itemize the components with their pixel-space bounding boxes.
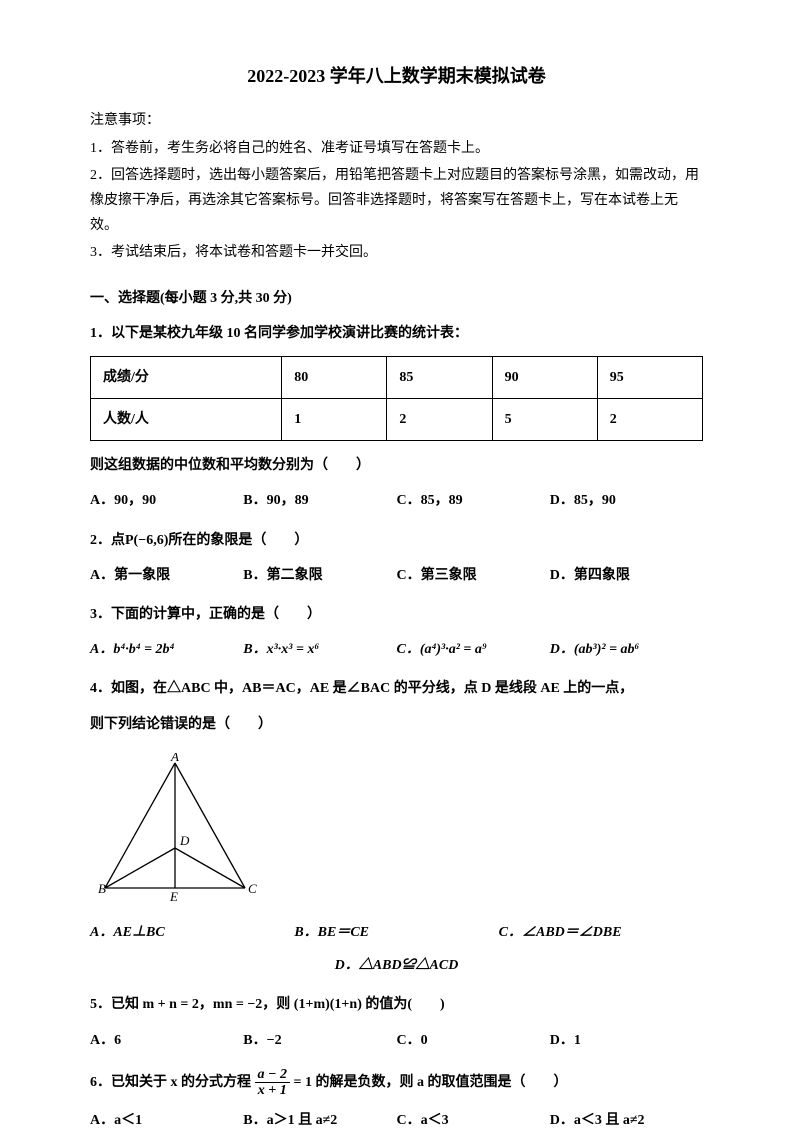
- choice-a: A．a＜1: [90, 1108, 243, 1133]
- choice-a: A．6: [90, 1028, 243, 1053]
- choice-b: B．a＞1 且 a≠2: [243, 1108, 396, 1133]
- triangle-diagram: A B C D E: [90, 753, 260, 903]
- cell: 成绩/分: [91, 356, 282, 398]
- q1-choices: A．90，90 B．90，89 C．85，89 D．85，90: [90, 488, 703, 513]
- q4-choices-row1: A．AE⊥BC B．BE＝CE C．∠ABD＝∠DBE: [90, 920, 703, 945]
- choice-b: B．x³·x³ = x⁶: [243, 637, 396, 662]
- notice-item-3: 3．考试结束后，将本试卷和答题卡一并交回。: [90, 240, 703, 265]
- choice-c: C．(a⁴)³·a² = a⁹: [397, 637, 550, 662]
- cell: 1: [282, 399, 387, 441]
- cell: 2: [597, 399, 702, 441]
- choice-b: B．−2: [243, 1028, 396, 1053]
- q6-pre: 6．已知关于 x 的分式方程: [90, 1075, 255, 1090]
- tri-label-d: D: [179, 833, 190, 848]
- table-row: 成绩/分 80 85 90 95: [91, 356, 703, 398]
- cell: 80: [282, 356, 387, 398]
- choice-a: A．AE⊥BC: [90, 920, 294, 945]
- choice-c: C．85，89: [397, 488, 550, 513]
- choice-b: B．第二象限: [243, 563, 396, 588]
- notice-header: 注意事项：: [90, 108, 703, 133]
- choice-d: D．1: [550, 1028, 703, 1053]
- notice-item-2: 2．回答选择题时，选出每小题答案后，用铅笔把答题卡上对应题目的答案标号涂黑，如需…: [90, 163, 703, 239]
- q2-choices: A．第一象限 B．第二象限 C．第三象限 D．第四象限: [90, 563, 703, 588]
- q6-text: 6．已知关于 x 的分式方程 a − 2 x + 1 = 1 的解是负数，则 a…: [90, 1067, 703, 1099]
- choice-a: A．第一象限: [90, 563, 243, 588]
- choice-a: A．b⁴·b⁴ = 2b⁴: [90, 637, 243, 662]
- q5-text: 5．已知 m + n = 2，mn = −2，则 (1+m)(1+n) 的值为(…: [90, 992, 703, 1017]
- section-1-title: 一、选择题(每小题 3 分,共 30 分): [90, 286, 703, 311]
- choice-b: B．BE＝CE: [294, 920, 498, 945]
- notice-item-1: 1．答卷前，考生务必将自己的姓名、准考证号填写在答题卡上。: [90, 136, 703, 161]
- fraction: a − 2 x + 1: [255, 1067, 290, 1099]
- choice-d: D．a＜3 且 a≠2: [550, 1108, 703, 1133]
- q5-choices: A．6 B．−2 C．0 D．1: [90, 1028, 703, 1053]
- choice-d: D．第四象限: [550, 563, 703, 588]
- choice-b: B．90，89: [243, 488, 396, 513]
- tri-label-b: B: [98, 881, 106, 896]
- q4-text-line1: 4．如图，在△ABC 中，AB＝AC，AE 是∠BAC 的平分线，点 D 是线段…: [90, 676, 703, 701]
- q1-table: 成绩/分 80 85 90 95 人数/人 1 2 5 2: [90, 356, 703, 441]
- q4-text-line2: 则下列结论错误的是（ ）: [90, 712, 703, 737]
- choice-d: D．△ABD≌△ACD: [90, 953, 703, 978]
- q3-choices: A．b⁴·b⁴ = 2b⁴ B．x³·x³ = x⁶ C．(a⁴)³·a² = …: [90, 637, 703, 662]
- cell: 85: [387, 356, 492, 398]
- choice-c: C．0: [397, 1028, 550, 1053]
- choice-d: D．85，90: [550, 488, 703, 513]
- choice-c: C．∠ABD＝∠DBE: [499, 920, 703, 945]
- cell: 2: [387, 399, 492, 441]
- q6-choices: A．a＜1 B．a＞1 且 a≠2 C．a＜3 D．a＜3 且 a≠2: [90, 1108, 703, 1133]
- q2-text: 2．点P(−6,6)所在的象限是（ ）: [90, 528, 703, 553]
- choice-d: D．(ab³)² = ab⁶: [550, 637, 703, 662]
- frac-den: x + 1: [255, 1083, 290, 1098]
- tri-label-e: E: [169, 889, 178, 903]
- cell: 人数/人: [91, 399, 282, 441]
- q3-text: 3．下面的计算中，正确的是（ ）: [90, 602, 703, 627]
- choice-c: C．a＜3: [397, 1108, 550, 1133]
- frac-num: a − 2: [255, 1067, 290, 1083]
- q6-post: = 1 的解是负数，则 a 的取值范围是（ ）: [293, 1075, 567, 1090]
- page-title: 2022-2023 学年八上数学期末模拟试卷: [90, 60, 703, 92]
- q1-text: 1．以下是某校九年级 10 名同学参加学校演讲比赛的统计表：: [90, 321, 703, 346]
- tri-label-c: C: [248, 881, 257, 896]
- choice-c: C．第三象限: [397, 563, 550, 588]
- q1-post: 则这组数据的中位数和平均数分别为（ ）: [90, 453, 703, 478]
- choice-a: A．90，90: [90, 488, 243, 513]
- tri-label-a: A: [170, 753, 179, 764]
- cell: 90: [492, 356, 597, 398]
- table-row: 人数/人 1 2 5 2: [91, 399, 703, 441]
- cell: 5: [492, 399, 597, 441]
- cell: 95: [597, 356, 702, 398]
